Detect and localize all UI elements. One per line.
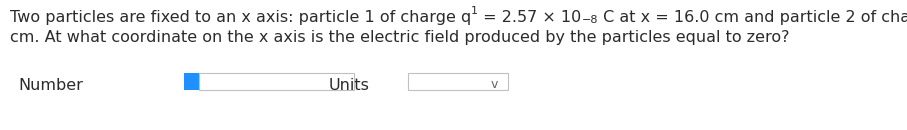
Text: Units: Units [329,77,370,93]
Text: v: v [491,79,499,92]
Text: cm. At what coordinate on the x axis is the electric field produced by the parti: cm. At what coordinate on the x axis is … [10,30,789,45]
Text: Two particles are fixed to an x axis: particle 1 of charge q: Two particles are fixed to an x axis: pa… [10,10,472,25]
Text: 1: 1 [472,6,478,16]
FancyBboxPatch shape [407,73,509,90]
Text: Number: Number [18,77,83,93]
Text: = 2.57 × 10: = 2.57 × 10 [478,10,581,25]
Text: C at x = 16.0 cm and particle 2 of charge q: C at x = 16.0 cm and particle 2 of charg… [598,10,907,25]
FancyBboxPatch shape [184,73,200,90]
Text: −8: −8 [581,15,598,25]
FancyBboxPatch shape [200,73,355,90]
Text: i: i [98,77,103,93]
